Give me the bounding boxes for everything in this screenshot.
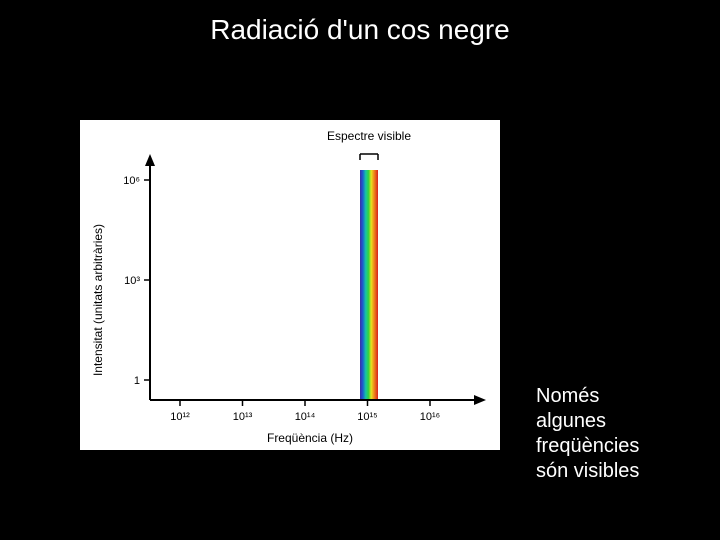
- caption: Només algunes freqüències són visibles: [536, 384, 696, 484]
- x-axis-label: Freqüència (Hz): [267, 431, 353, 445]
- chart-panel: 1 10³ 10⁶ 10¹² 10¹³ 10¹⁴ 10¹⁵ 10¹⁶ Freqüència …: [80, 120, 500, 450]
- svg-text:10¹⁴: 10¹⁴: [295, 411, 316, 423]
- visible-spectrum-band: [360, 170, 378, 400]
- svg-text:1: 1: [134, 375, 140, 387]
- y-axis-label: Intensitat (unitats arbitràries): [91, 224, 105, 376]
- spectrum-bracket: [360, 154, 378, 160]
- caption-line: són visibles: [536, 459, 696, 484]
- svg-text:10³: 10³: [124, 275, 140, 287]
- slide-title: Radiació d'un cos negre: [0, 14, 720, 46]
- svg-text:10¹³: 10¹³: [233, 411, 253, 423]
- caption-line: freqüències: [536, 434, 696, 459]
- slide: Radiació d'un cos negre 1 10³ 10⁶ 10¹² 10¹³…: [0, 0, 720, 540]
- svg-text:10¹⁶: 10¹⁶: [420, 411, 440, 423]
- x-ticks: 10¹² 10¹³ 10¹⁴ 10¹⁵ 10¹⁶: [170, 400, 440, 423]
- caption-line: algunes: [536, 409, 696, 434]
- y-ticks: 1 10³ 10⁶: [123, 175, 150, 387]
- axes: [145, 154, 486, 405]
- svg-text:10¹⁵: 10¹⁵: [357, 411, 377, 423]
- svg-text:10¹²: 10¹²: [170, 411, 190, 423]
- svg-text:10⁶: 10⁶: [123, 175, 140, 187]
- chart-svg: 1 10³ 10⁶ 10¹² 10¹³ 10¹⁴ 10¹⁵ 10¹⁶ Freqüència …: [80, 120, 500, 450]
- caption-line: Només: [536, 384, 696, 409]
- spectrum-label: Espectre visible: [327, 129, 411, 143]
